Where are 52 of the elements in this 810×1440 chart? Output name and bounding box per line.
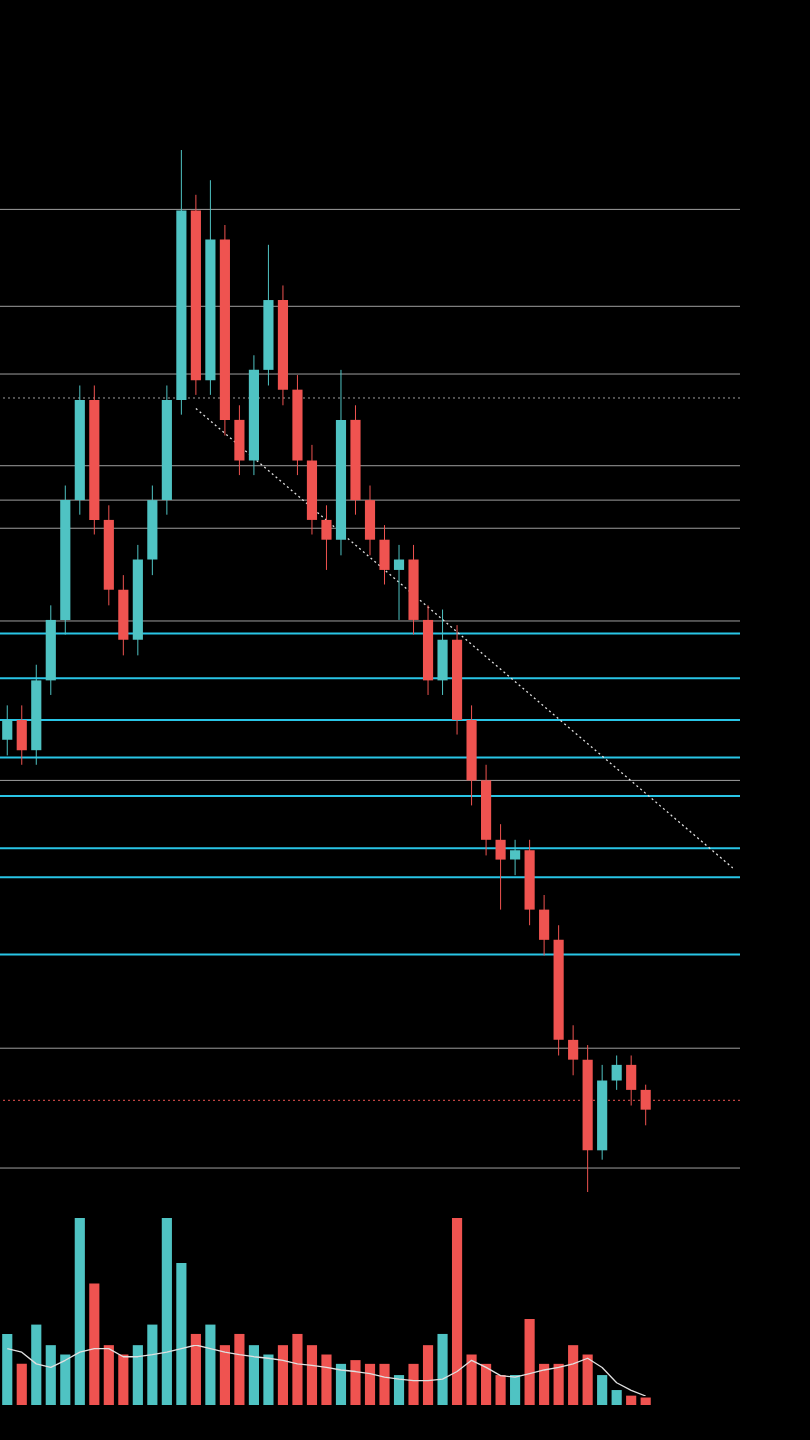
- bar: [451, 1218, 463, 1405]
- bar: [60, 1354, 71, 1405]
- bar: [640, 1397, 651, 1405]
- bar: [568, 1345, 579, 1405]
- bar: [103, 1345, 114, 1405]
- bar: [597, 1375, 608, 1405]
- candlestick: [393, 544, 405, 621]
- bar: [626, 1395, 637, 1405]
- bar: [408, 1363, 419, 1405]
- bar: [481, 1363, 492, 1405]
- bar: [350, 1360, 361, 1405]
- bar: [45, 1345, 56, 1405]
- bar: [263, 1354, 274, 1405]
- bar: [190, 1333, 201, 1405]
- bar: [306, 1345, 318, 1405]
- bar: [16, 1363, 27, 1405]
- bar: [132, 1345, 143, 1405]
- bar: [118, 1354, 129, 1405]
- bar: [31, 1324, 42, 1405]
- bar: [176, 1262, 187, 1405]
- bar: [321, 1354, 332, 1405]
- bar: [2, 1333, 13, 1405]
- bar: [422, 1345, 434, 1405]
- candlestick: [321, 504, 332, 571]
- bar: [379, 1363, 390, 1405]
- bar: [582, 1354, 593, 1405]
- bar: [510, 1375, 521, 1405]
- bar: [437, 1333, 448, 1405]
- bar: [74, 1218, 85, 1405]
- candlestick: [2, 704, 13, 756]
- bar: [393, 1375, 405, 1405]
- bar: [495, 1375, 506, 1405]
- candlestick: [611, 1055, 622, 1091]
- bar: [466, 1354, 477, 1405]
- candlestick: [495, 823, 506, 911]
- candlestick: [568, 1024, 579, 1076]
- bar: [539, 1363, 550, 1405]
- bar: [161, 1218, 172, 1405]
- bar: [364, 1363, 376, 1405]
- bar: [248, 1345, 259, 1405]
- bar: [234, 1333, 245, 1405]
- bar: [205, 1324, 216, 1405]
- bar: [611, 1390, 622, 1405]
- bar: [277, 1345, 289, 1405]
- bar: [524, 1318, 535, 1405]
- bar: [89, 1283, 100, 1405]
- bar: [553, 1363, 564, 1405]
- bar: [335, 1363, 347, 1405]
- candlestick: [510, 839, 521, 876]
- bar: [219, 1345, 230, 1405]
- bar: [292, 1333, 303, 1405]
- bar: [147, 1324, 158, 1405]
